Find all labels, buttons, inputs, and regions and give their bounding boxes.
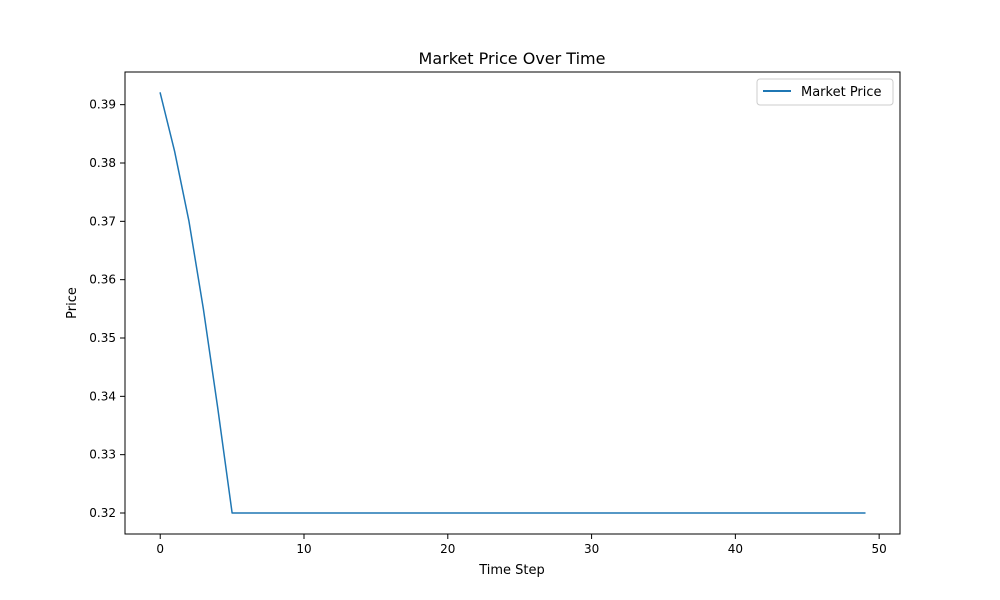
x-tick-label: 30 xyxy=(584,542,599,556)
x-tick-label: 40 xyxy=(728,542,743,556)
y-tick-label: 0.32 xyxy=(89,506,116,520)
y-tick-label: 0.38 xyxy=(89,156,116,170)
chart-title: Market Price Over Time xyxy=(419,49,606,68)
plot-frame xyxy=(124,71,901,535)
x-tick-label: 10 xyxy=(296,542,311,556)
plot-area xyxy=(125,72,900,534)
y-tick-label: 0.33 xyxy=(89,448,116,462)
legend: Market Price xyxy=(756,78,894,106)
x-tick-label: 20 xyxy=(440,542,455,556)
y-axis-ticks: 0.32 0.33 0.34 0.35 0.36 0.37 0.38 0.39 xyxy=(89,98,125,520)
y-tick-label: 0.34 xyxy=(89,389,116,403)
x-tick-label: 0 xyxy=(156,542,164,556)
legend-label-market-price: Market Price xyxy=(801,85,882,100)
series-layer xyxy=(159,92,866,514)
series-line-market-price xyxy=(159,92,866,514)
y-tick-label: 0.37 xyxy=(89,214,116,228)
x-axis-label: Time Step xyxy=(478,563,545,578)
legend-box xyxy=(756,78,894,106)
x-axis-ticks: 0 10 20 30 40 50 xyxy=(156,534,887,556)
y-tick-label: 0.36 xyxy=(89,273,116,287)
y-tick-label: 0.35 xyxy=(89,331,116,345)
plot-background xyxy=(125,72,900,534)
y-axis-label: Price xyxy=(65,287,80,319)
x-tick-label: 50 xyxy=(872,542,887,556)
y-tick-label: 0.39 xyxy=(89,98,116,112)
